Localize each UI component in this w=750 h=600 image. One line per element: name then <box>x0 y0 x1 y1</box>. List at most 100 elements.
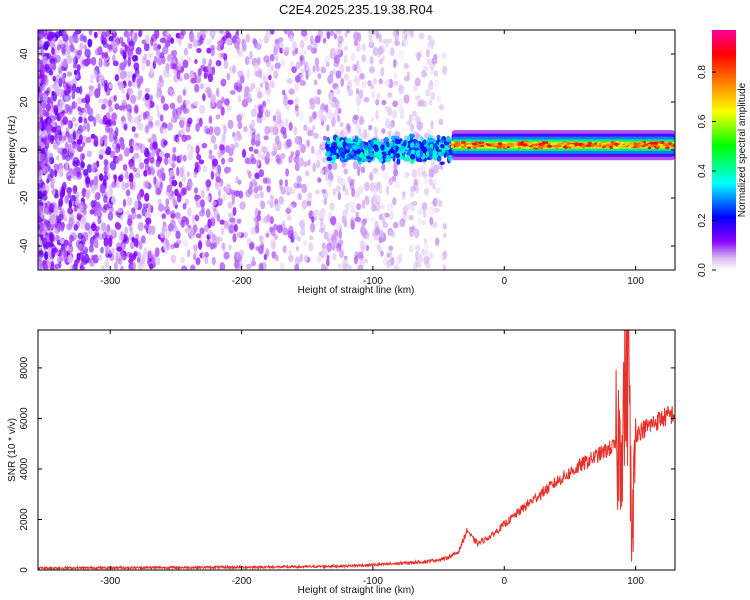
spectrogram-noise-cell <box>215 60 222 67</box>
spectrogram-onset-cell <box>353 155 358 161</box>
spectrogram-noise-cell <box>323 197 328 206</box>
spectrogram-noise-cell <box>291 49 297 56</box>
spectrogram-noise-cell <box>222 132 226 142</box>
spectrogram-noise-cell <box>46 87 51 94</box>
spectrogram-noise-cell <box>374 225 381 235</box>
spectrogram-noise-cell <box>368 124 373 131</box>
spectrogram-noise-cell <box>142 203 149 209</box>
spectrogram-noise-cell <box>429 68 435 75</box>
spectrogram-noise-cell <box>336 114 341 123</box>
spectrogram-noise-cell <box>288 88 295 95</box>
spectrogram-noise-cell <box>269 80 275 89</box>
spectrogram-noise-cell <box>176 136 180 144</box>
spectrogram-marks <box>38 30 675 270</box>
spectrogram-noise-cell <box>337 107 342 114</box>
spectrogram-noise-cell <box>205 86 212 95</box>
spectrogram-noise-cell <box>293 126 298 136</box>
spectrogram-noise-cell <box>120 230 124 241</box>
spectrogram-noise-cell <box>415 244 421 252</box>
spectrogram-noise-cell <box>155 161 161 168</box>
spectrogram-noise-cell <box>164 40 171 48</box>
spectrogram-noise-cell <box>75 30 82 35</box>
spectrogram-noise-cell <box>208 149 213 155</box>
spectrogram-noise-cell <box>99 148 106 156</box>
spectrogram-noise-cell <box>67 207 72 215</box>
spectrogram-noise-cell <box>109 150 116 158</box>
spectrogram-noise-cell <box>259 237 264 246</box>
spectrogram-noise-cell <box>59 99 65 107</box>
spectrogram-noise-cell <box>119 62 126 71</box>
spectrogram-noise-cell <box>128 225 133 232</box>
spectrogram-noise-cell <box>186 249 191 258</box>
spectrogram-noise-cell <box>186 143 192 151</box>
spectrogram-noise-cell <box>164 152 171 159</box>
spectrogram-noise-cell <box>285 168 289 177</box>
spectrogram-noise-cell <box>163 157 168 164</box>
spectrogram-noise-cell <box>158 203 165 212</box>
spectrogram-noise-cell <box>257 185 263 191</box>
spectrogram-noise-cell <box>113 95 117 102</box>
spectrogram-noise-cell <box>76 64 81 72</box>
spectrogram-onset-cell <box>383 136 390 144</box>
spectrogram-noise-cell <box>90 200 96 208</box>
spectrogram-noise-cell <box>66 131 71 139</box>
spectrogram-noise-cell <box>303 255 308 262</box>
spectrogram-noise-cell <box>144 163 150 172</box>
spectrogram-signal-cell <box>542 146 549 150</box>
spectrogram-noise-cell <box>354 76 361 87</box>
spectrogram-onset-cell <box>410 153 416 160</box>
spectrogram-signal-cell <box>637 142 642 145</box>
spectrogram-noise-cell <box>262 105 268 113</box>
spectrogram-noise-cell <box>380 204 385 210</box>
spectrogram-noise-cell <box>368 65 376 74</box>
spectrogram-noise-cell <box>415 95 421 101</box>
spectrogram-noise-cell <box>253 186 259 194</box>
spectrogram-noise-cell <box>296 236 302 242</box>
spectrogram-noise-cell <box>301 183 308 194</box>
spectrogram-noise-cell <box>97 46 103 56</box>
spectrogram-noise-cell <box>205 239 211 248</box>
spectrogram-noise-cell <box>392 197 397 205</box>
spectrogram-onset-cell <box>346 154 352 161</box>
spectrogram-noise-cell <box>187 180 193 189</box>
spectrogram-noise-cell <box>267 34 271 43</box>
spectrogram-noise-cell <box>336 175 342 184</box>
spectrogram-noise-cell <box>38 226 44 234</box>
spectrogram-noise-cell <box>381 128 386 134</box>
spectrogram-noise-cell <box>170 37 175 44</box>
spectrogram-noise-cell <box>56 147 63 154</box>
spectrogram-noise-cell <box>285 207 292 215</box>
spectrogram-noise-cell <box>283 30 289 35</box>
spectrogram-signal-cell <box>555 143 563 146</box>
spectrogram-onset-cell <box>380 144 385 151</box>
spectrogram-noise-cell <box>153 40 158 50</box>
spectrogram-noise-cell <box>425 89 431 97</box>
spectrogram-noise-cell <box>62 58 68 68</box>
spectrogram-signal-cell <box>524 146 531 150</box>
spectrogram-noise-cell <box>105 227 110 235</box>
spectrogram-noise-cell <box>156 49 161 57</box>
spectrogram-noise-cell <box>120 115 127 125</box>
spectrogram-noise-cell <box>367 80 372 87</box>
spectrogram-noise-cell <box>255 86 261 93</box>
spectrogram-noise-cell <box>67 175 72 182</box>
spectrogram-noise-cell <box>270 126 276 136</box>
colorbar-gradient <box>712 30 736 270</box>
spectrogram-onset-cell <box>390 135 397 141</box>
spectrogram-onset-cell <box>326 140 331 145</box>
spectrogram-noise-cell <box>120 214 124 221</box>
spectrogram-noise-cell <box>288 121 293 131</box>
spectrogram-noise-cell <box>168 157 173 166</box>
spectrogram-noise-cell <box>115 222 122 230</box>
spectrogram-noise-cell <box>144 93 150 101</box>
spectrogram-noise-cell <box>106 200 114 209</box>
spectrogram-noise-cell <box>131 126 136 132</box>
spectrogram-noise-cell <box>338 249 345 259</box>
spectrogram-noise-cell <box>140 261 146 268</box>
spectrogram-noise-cell <box>350 216 355 224</box>
spectrogram-noise-cell <box>191 214 196 224</box>
spectrogram-onset-cell <box>386 142 390 148</box>
spectrogram-noise-cell <box>317 30 324 39</box>
spectrogram-noise-cell <box>46 220 51 231</box>
spectrogram-signal-cell <box>619 141 626 144</box>
